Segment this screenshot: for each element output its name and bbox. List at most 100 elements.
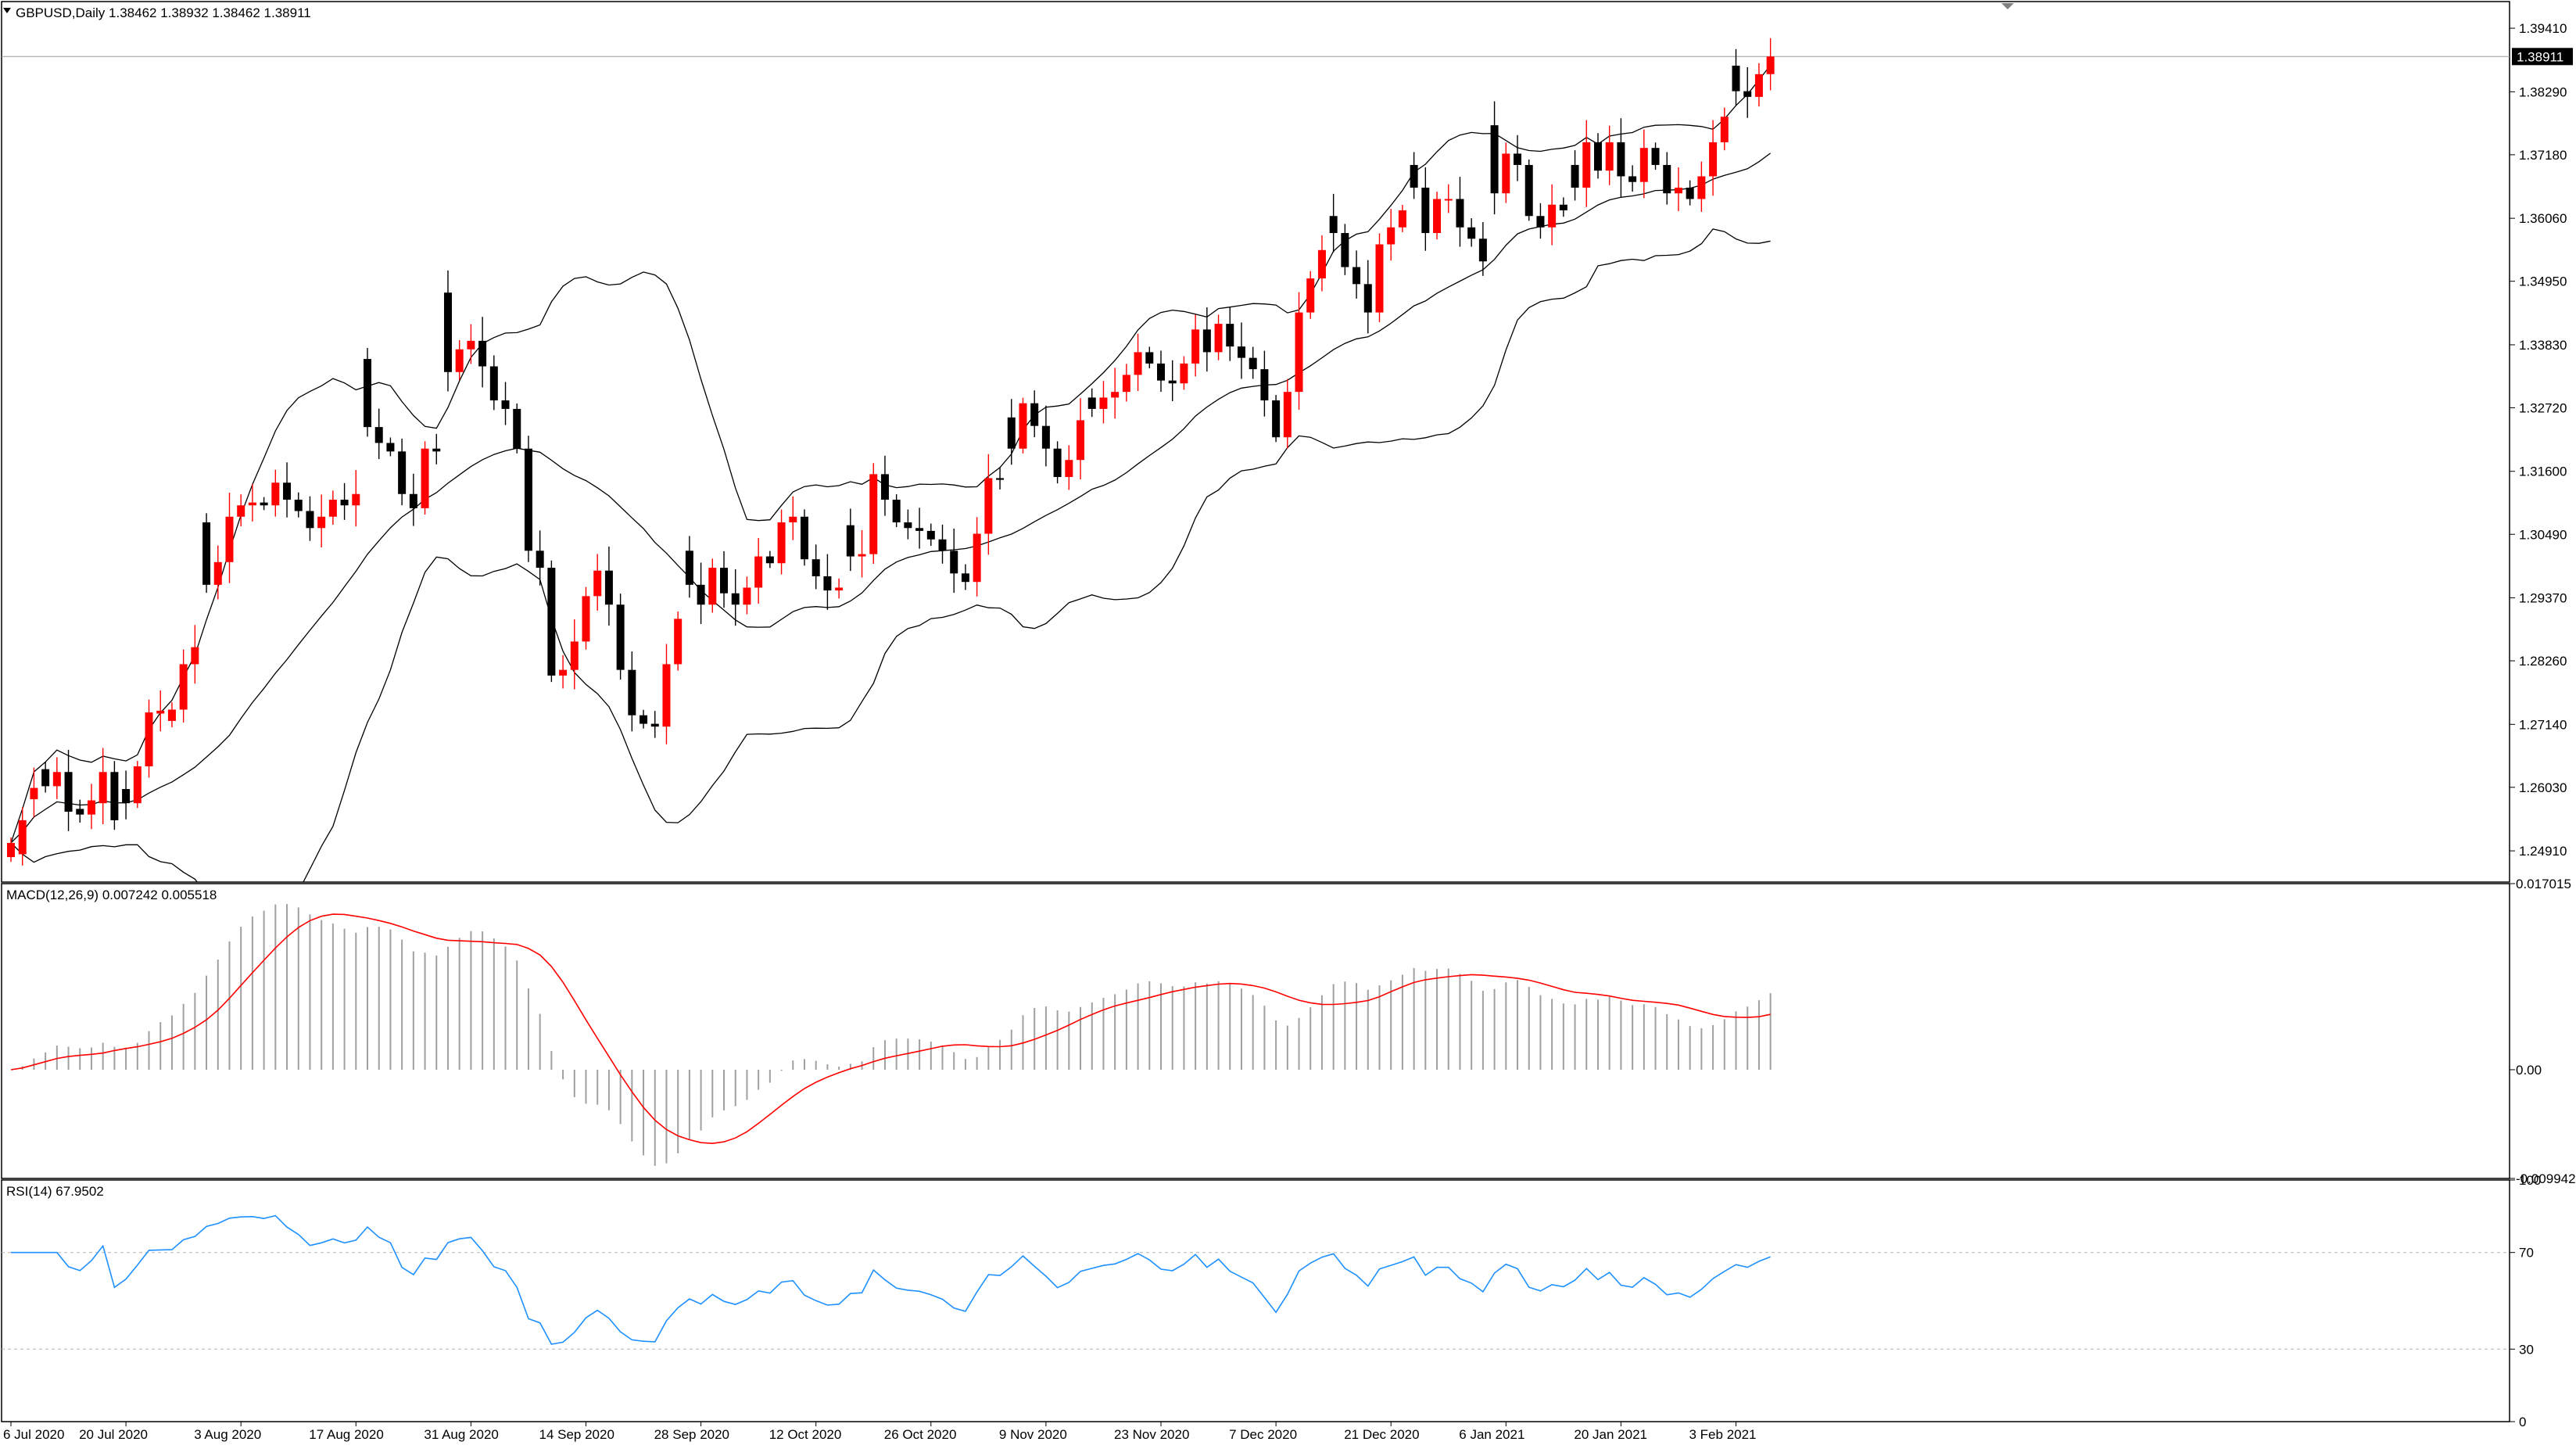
candle[interactable] (1697, 161, 1706, 212)
candle[interactable] (858, 529, 866, 578)
candle[interactable] (467, 324, 475, 364)
candle[interactable] (1375, 233, 1384, 322)
candle[interactable] (973, 517, 981, 597)
candle[interactable] (1030, 390, 1039, 438)
candle[interactable] (409, 473, 417, 526)
candle[interactable] (421, 441, 429, 515)
candle[interactable] (1329, 193, 1338, 253)
candle[interactable] (1743, 66, 1752, 118)
candle[interactable] (133, 761, 142, 809)
candle[interactable] (628, 651, 636, 732)
candle[interactable] (179, 649, 188, 723)
candle[interactable] (1019, 397, 1027, 454)
candle[interactable] (167, 702, 176, 728)
candle[interactable] (1571, 150, 1579, 201)
candle[interactable] (1421, 167, 1430, 251)
candle[interactable] (455, 340, 464, 381)
candle[interactable] (915, 508, 924, 549)
candle[interactable] (30, 767, 38, 817)
candle[interactable] (1536, 203, 1545, 239)
candle[interactable] (697, 562, 705, 625)
candle[interactable] (1387, 209, 1395, 261)
candle[interactable] (1548, 184, 1557, 246)
candle[interactable] (892, 494, 901, 528)
candle[interactable] (1502, 142, 1510, 203)
candle[interactable] (604, 546, 613, 626)
candle[interactable] (1157, 350, 1165, 393)
candle[interactable] (1651, 142, 1660, 170)
candle[interactable] (352, 470, 360, 527)
candle[interactable] (1145, 346, 1154, 368)
candle[interactable] (213, 545, 222, 600)
candle[interactable] (1317, 235, 1326, 292)
candle[interactable] (432, 433, 441, 464)
candle[interactable] (593, 554, 602, 611)
candle[interactable] (64, 749, 73, 831)
candle[interactable] (1582, 120, 1591, 207)
candle[interactable] (1202, 307, 1211, 372)
candle[interactable] (328, 490, 337, 525)
candle[interactable] (1352, 250, 1361, 299)
candle[interactable] (1398, 205, 1406, 232)
candle[interactable] (674, 612, 683, 671)
candle[interactable] (271, 469, 280, 517)
candle[interactable] (1732, 48, 1740, 106)
candle[interactable] (1456, 177, 1464, 247)
candle[interactable] (1077, 398, 1085, 480)
candle[interactable] (996, 467, 1005, 490)
candle[interactable] (340, 482, 349, 520)
candle[interactable] (1341, 224, 1349, 275)
candle[interactable] (398, 438, 407, 506)
candle[interactable] (582, 586, 590, 650)
candle[interactable] (202, 513, 211, 594)
candle[interactable] (926, 523, 935, 546)
candle[interactable] (1214, 314, 1223, 360)
candle[interactable] (835, 578, 844, 599)
candle[interactable] (823, 554, 832, 610)
candle[interactable] (1593, 133, 1602, 179)
candle[interactable] (156, 690, 165, 732)
candle[interactable] (1111, 368, 1120, 419)
candle[interactable] (513, 403, 521, 454)
candle[interactable] (283, 462, 292, 518)
candle[interactable] (191, 625, 199, 684)
candle[interactable] (1617, 118, 1625, 198)
candle[interactable] (76, 799, 84, 823)
candle[interactable] (904, 509, 912, 540)
candle[interactable] (1134, 333, 1142, 392)
candle[interactable] (570, 619, 579, 690)
candle[interactable] (1065, 445, 1073, 490)
candle[interactable] (1559, 197, 1567, 217)
candle[interactable] (443, 270, 452, 392)
candle[interactable] (1260, 350, 1269, 417)
candle[interactable] (1686, 180, 1694, 206)
candle[interactable] (1444, 184, 1453, 213)
candle[interactable] (122, 770, 131, 820)
candle[interactable] (1478, 222, 1487, 276)
candle[interactable] (846, 508, 854, 572)
candle[interactable] (1007, 399, 1016, 465)
candle[interactable] (364, 347, 372, 437)
candle[interactable] (1053, 441, 1062, 484)
candle[interactable] (1099, 381, 1108, 424)
candle[interactable] (1041, 405, 1050, 467)
candle[interactable] (1709, 120, 1718, 196)
candle[interactable] (811, 544, 820, 590)
candle[interactable] (536, 530, 544, 586)
candle[interactable] (789, 496, 797, 540)
candle[interactable] (1306, 271, 1315, 319)
candle[interactable] (961, 564, 969, 590)
candle[interactable] (87, 784, 95, 830)
candle[interactable] (754, 537, 763, 604)
candle[interactable] (708, 558, 717, 613)
candle[interactable] (1605, 125, 1614, 185)
candle[interactable] (41, 762, 50, 793)
candle[interactable] (1122, 364, 1130, 402)
candle[interactable] (1191, 314, 1200, 377)
candle[interactable] (1087, 388, 1096, 418)
candle[interactable] (1467, 218, 1476, 247)
candle[interactable] (559, 655, 568, 689)
candle[interactable] (800, 509, 808, 566)
candle[interactable] (524, 436, 532, 562)
